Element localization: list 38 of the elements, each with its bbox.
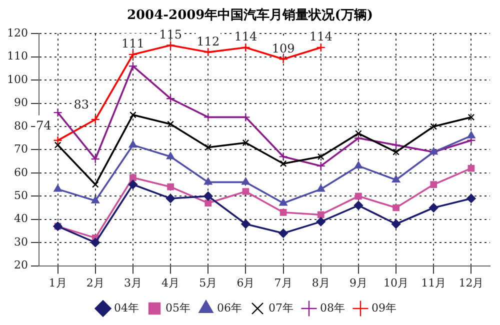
y-tick-label: 90 (14, 96, 28, 110)
data-label: 83 (74, 98, 90, 112)
x-tick-label: 3月 (124, 276, 142, 290)
y-tick-label: 120 (6, 26, 28, 40)
x-tick-label: 12月 (458, 276, 484, 290)
y-tick-label: 30 (14, 235, 28, 248)
legend-label: 08年 (320, 301, 345, 314)
y-tick-label: 40 (14, 212, 28, 226)
x-tick-label: 2月 (86, 276, 104, 290)
data-label: 112 (196, 34, 220, 48)
y-tick-label: 60 (14, 166, 28, 179)
x-tick-label: 9月 (349, 276, 368, 290)
x-tick-label: 6月 (236, 276, 255, 290)
x-tick-label: 7月 (274, 276, 292, 290)
x-tick-label: 8月 (312, 276, 330, 290)
legend-label: 04年 (114, 301, 140, 314)
x-tick-label: 1月 (48, 276, 67, 290)
legend-label: 05年 (166, 301, 191, 314)
legend-label: 06年 (217, 301, 242, 314)
y-tick-label: 100 (6, 72, 28, 86)
x-tick-label: 10月 (384, 276, 409, 290)
legend-label: 07年 (268, 301, 294, 314)
y-tick-label: 20 (14, 258, 28, 272)
x-tick-label: 11月 (421, 276, 446, 290)
data-label: 115 (159, 27, 182, 42)
chart-title: 2004-2009年中国汽车月销量状况(万辆) (126, 6, 374, 24)
data-label: 74 (36, 118, 52, 133)
y-tick-label: 110 (6, 50, 28, 63)
data-label: 109 (272, 41, 295, 56)
legend-label: 09年 (371, 301, 396, 314)
x-tick-label: 4月 (162, 276, 180, 290)
data-label: 114 (309, 30, 333, 44)
y-tick-label: 50 (14, 189, 28, 202)
y-tick-label: 80 (14, 119, 28, 132)
x-tick-label: 5月 (199, 276, 218, 290)
y-tick-label: 70 (14, 142, 28, 156)
data-label: 111 (122, 36, 144, 51)
data-label: 114 (234, 30, 258, 44)
